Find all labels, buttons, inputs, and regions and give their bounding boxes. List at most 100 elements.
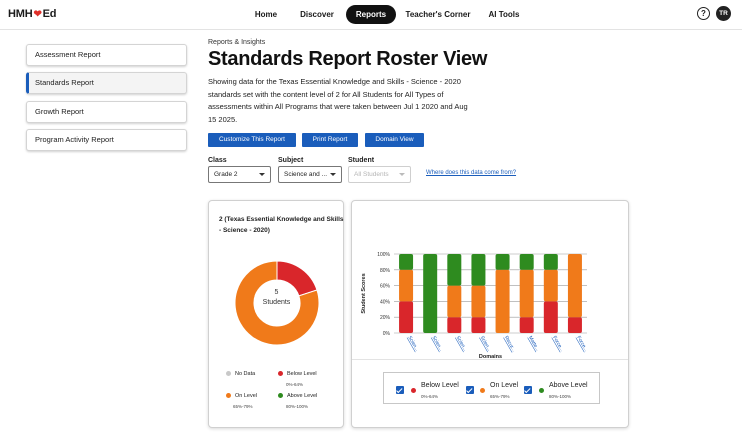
nav-reports[interactable]: Reports [346,5,396,24]
class-select-value: Grade 2 [214,171,238,178]
bar-segment-above-level[interactable] [471,254,486,286]
above-level-dot-icon [539,388,544,393]
logo-heart-icon: ❤ [33,8,42,20]
bar-segment-on-level[interactable] [543,269,558,302]
sidebar-item-standards-report[interactable]: Standards Report [26,72,187,94]
hmh-ed-logo[interactable]: HMH ❤ Ed [8,8,56,20]
legend-above-range: 80%-100% [286,404,309,409]
legend-below-level-label: Below Level [287,371,317,377]
above-level-checkbox[interactable] [524,386,532,394]
data-source-link[interactable]: Where does this data come from? [426,170,517,176]
bar-segment-on-level[interactable] [567,254,582,318]
student-distribution-card: 2 (Texas Essential Knowledge and Skills … [208,200,344,428]
legend-on-level: On Level [226,393,257,399]
on-level-dot-icon [226,393,231,399]
y-tick-label: 20% [380,315,391,321]
y-tick-label: 60% [380,284,391,290]
bar-segment-below-level[interactable] [567,317,582,333]
legend-on-level-label: On Level [235,393,258,399]
bar-segment-above-level[interactable] [519,254,534,270]
on-level-dot-icon [480,388,485,393]
x-tick-label[interactable]: Force... [551,335,565,353]
legend-no-data-label: No Data [235,371,256,377]
x-tick-label[interactable]: Scien... [406,335,420,352]
x-tick-label[interactable]: Scien... [430,335,444,352]
sidebar-item-assessment-report[interactable]: Assessment Report [26,44,187,66]
bar-segment-below-level[interactable] [519,317,534,333]
below-level-checkbox[interactable] [396,386,404,394]
student-select-placeholder: All Students [354,171,389,178]
x-tick-label[interactable]: Force... [575,335,589,353]
above-level-dot-icon [278,393,283,399]
user-avatar[interactable]: TR [716,6,731,21]
legend-above-level-label: Above Level [287,393,318,399]
top-navigation-bar: HMH ❤ Ed Home Discover Reports Teacher's… [0,0,742,30]
y-tick-label: 80% [380,268,391,274]
stacked-bar-chart: 0% 20% 40% 60% 80% 100% Student Scores Scien...… [361,252,589,360]
report-description: Showing data for the Texas Essential Kno… [208,77,468,124]
on-level-checkbox[interactable] [466,386,474,394]
bar-segment-above-level[interactable] [543,254,558,270]
bar-segment-above-level[interactable] [423,254,438,333]
nav-teachers-corner[interactable]: Teacher's Corner [405,10,471,19]
logo-text-right: Ed [42,8,57,20]
bar-segment-above-level[interactable] [447,254,462,286]
nav-ai-tools[interactable]: AI Tools [488,10,520,19]
x-tick-label[interactable]: Recur... [503,335,517,353]
legend-on-range: 65%-79% [233,404,253,409]
bar-segment-on-level[interactable] [399,269,414,302]
chart-legend-filter: Below Level 0%-64% On Level 65%-79% Abov… [383,372,600,404]
donut-slice-on-level[interactable] [234,260,320,346]
bar-segment-on-level[interactable] [495,269,510,333]
sidebar-item-growth-report[interactable]: Growth Report [26,101,187,123]
bar-segment-below-level[interactable] [471,317,486,333]
donut-center-label: 5 Students [249,288,304,308]
legend-below-range: 0%-64% [286,382,304,387]
page-title: Standards Report Roster View [208,48,488,70]
chevron-down-icon [259,173,265,176]
legend-no-data: No Data [226,371,255,377]
on-level-range: 65%-79% [490,394,510,399]
below-level-range: 0%-64% [421,394,439,399]
subject-filter-label: Subject [278,157,304,164]
above-level-label: Above Level [549,382,588,389]
legend-above-level: Above Level [278,393,317,399]
below-level-dot-icon [411,388,416,393]
legend-below-level: Below Level [278,371,317,377]
x-tick-label[interactable]: Matte... [527,335,541,352]
breadcrumb[interactable]: Reports & Insights [208,39,266,46]
x-tick-label[interactable]: Scien... [479,335,493,352]
bar-segment-above-level[interactable] [495,254,510,270]
above-level-range: 80%-100% [549,394,572,399]
print-report-button[interactable]: Print Report [302,133,358,147]
donut-chart [234,260,320,346]
class-filter-label: Class [208,157,227,164]
class-select[interactable]: Grade 2 [208,166,271,183]
chevron-down-icon [399,173,405,176]
chart-divider [352,359,628,360]
below-level-dot-icon [278,371,283,377]
student-select[interactable]: All Students [348,166,411,183]
student-count-label: Students [262,299,291,306]
main-nav: Home Discover Reports Teacher's Corner A… [0,0,742,30]
nav-discover[interactable]: Discover [300,10,334,19]
y-tick-label: 40% [380,299,391,305]
student-count: 5 [274,289,279,296]
customize-report-button[interactable]: Customize This Report [208,133,296,147]
sidebar-item-program-activity-report[interactable]: Program Activity Report [26,129,187,151]
bar-segment-below-level[interactable] [447,317,462,333]
no-data-dot-icon [226,371,231,377]
bar-segment-on-level[interactable] [471,285,486,318]
bar-segment-below-level[interactable] [399,301,414,333]
chevron-down-icon [330,173,336,176]
nav-home[interactable]: Home [254,10,278,19]
help-icon[interactable]: ? [697,7,710,20]
domain-view-button[interactable]: Domain View [365,133,424,147]
subject-select[interactable]: Science and ... [278,166,342,183]
bar-segment-on-level[interactable] [447,285,462,318]
bar-segment-on-level[interactable] [519,269,534,318]
y-tick-label: 100% [377,252,390,258]
x-tick-label[interactable]: Scien... [455,335,469,352]
bar-segment-below-level[interactable] [543,301,558,333]
bar-segment-above-level[interactable] [399,254,414,270]
